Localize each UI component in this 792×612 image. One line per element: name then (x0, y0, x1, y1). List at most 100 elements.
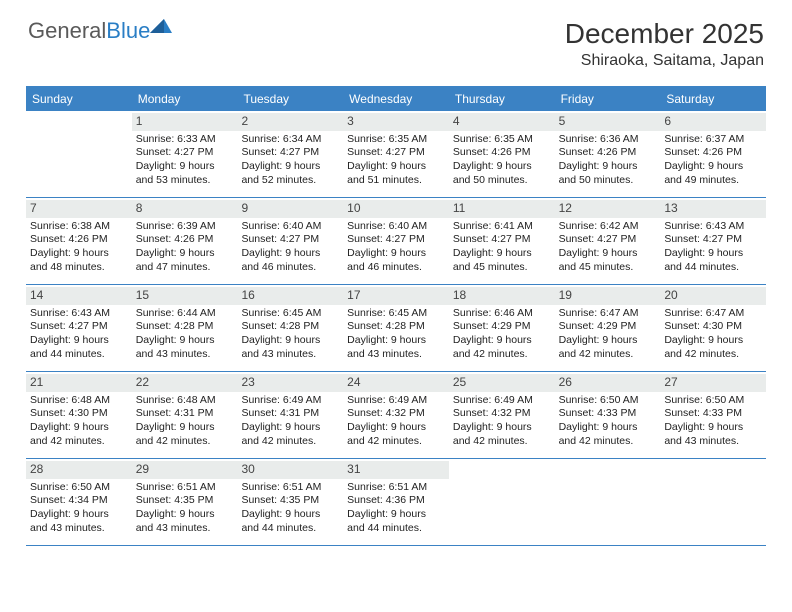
daylight-line: Daylight: 9 hours and 42 minutes. (347, 421, 445, 448)
sunset-line: Sunset: 4:27 PM (559, 233, 657, 247)
sunrise-line: Sunrise: 6:50 AM (559, 394, 657, 408)
daylight-line: Daylight: 9 hours and 53 minutes. (136, 160, 234, 187)
sunrise-line: Sunrise: 6:43 AM (664, 220, 762, 234)
day-cell: 1Sunrise: 6:33 AMSunset: 4:27 PMDaylight… (132, 111, 238, 197)
month-year: December 2025 (565, 18, 764, 50)
day-cell-empty (449, 459, 555, 545)
weeks-container: 1Sunrise: 6:33 AMSunset: 4:27 PMDaylight… (26, 111, 766, 546)
daylight-line: Daylight: 9 hours and 50 minutes. (559, 160, 657, 187)
logo-word-general: General (28, 18, 106, 43)
sunrise-line: Sunrise: 6:41 AM (453, 220, 551, 234)
sunrise-line: Sunrise: 6:51 AM (347, 481, 445, 495)
sunset-line: Sunset: 4:31 PM (136, 407, 234, 421)
day-number: 7 (26, 200, 132, 218)
sunset-line: Sunset: 4:27 PM (241, 146, 339, 160)
sunrise-line: Sunrise: 6:40 AM (241, 220, 339, 234)
sunrise-line: Sunrise: 6:46 AM (453, 307, 551, 321)
day-cell: 7Sunrise: 6:38 AMSunset: 4:26 PMDaylight… (26, 198, 132, 284)
day-number: 19 (555, 287, 661, 305)
day-cell: 16Sunrise: 6:45 AMSunset: 4:28 PMDayligh… (237, 285, 343, 371)
sunset-line: Sunset: 4:27 PM (30, 320, 128, 334)
day-number: 3 (343, 113, 449, 131)
sunset-line: Sunset: 4:35 PM (241, 494, 339, 508)
weekday-cell: Monday (132, 87, 238, 111)
day-number: 9 (237, 200, 343, 218)
day-cell: 6Sunrise: 6:37 AMSunset: 4:26 PMDaylight… (660, 111, 766, 197)
day-number: 22 (132, 374, 238, 392)
day-cell: 9Sunrise: 6:40 AMSunset: 4:27 PMDaylight… (237, 198, 343, 284)
location: Shiraoka, Saitama, Japan (565, 52, 764, 70)
day-number: 10 (343, 200, 449, 218)
sunrise-line: Sunrise: 6:34 AM (241, 133, 339, 147)
daylight-line: Daylight: 9 hours and 49 minutes. (664, 160, 762, 187)
sunset-line: Sunset: 4:28 PM (241, 320, 339, 334)
day-cell: 22Sunrise: 6:48 AMSunset: 4:31 PMDayligh… (132, 372, 238, 458)
day-cell-empty (660, 459, 766, 545)
sunset-line: Sunset: 4:30 PM (664, 320, 762, 334)
daylight-line: Daylight: 9 hours and 44 minutes. (30, 334, 128, 361)
daylight-line: Daylight: 9 hours and 43 minutes. (241, 334, 339, 361)
day-cell: 2 Sunrise: 6:34 AMSunset: 4:27 PMDaylight… (237, 111, 343, 197)
day-number: 29 (132, 461, 238, 479)
sunrise-line: Sunrise: 6:42 AM (559, 220, 657, 234)
sunrise-line: Sunrise: 6:36 AM (559, 133, 657, 147)
sunrise-line: Sunrise: 6:47 AM (664, 307, 762, 321)
sunset-line: Sunset: 4:27 PM (664, 233, 762, 247)
daylight-line: Daylight: 9 hours and 43 minutes. (347, 334, 445, 361)
sunrise-line: Sunrise: 6:44 AM (136, 307, 234, 321)
day-cell: 17Sunrise: 6:45 AMSunset: 4:28 PMDayligh… (343, 285, 449, 371)
day-cell: 13Sunrise: 6:43 AMSunset: 4:27 PMDayligh… (660, 198, 766, 284)
sunset-line: Sunset: 4:36 PM (347, 494, 445, 508)
day-number: 4 (449, 113, 555, 131)
logo-triangle-icon (150, 17, 174, 35)
day-number: 15 (132, 287, 238, 305)
weekday-cell: Sunday (26, 87, 132, 111)
daylight-line: Daylight: 9 hours and 43 minutes. (136, 334, 234, 361)
sunrise-line: Sunrise: 6:33 AM (136, 133, 234, 147)
daylight-line: Daylight: 9 hours and 42 minutes. (30, 421, 128, 448)
sunset-line: Sunset: 4:34 PM (30, 494, 128, 508)
daylight-line: Daylight: 9 hours and 52 minutes. (241, 160, 339, 187)
weekday-cell: Saturday (660, 87, 766, 111)
sunrise-line: Sunrise: 6:47 AM (559, 307, 657, 321)
day-number: 6 (660, 113, 766, 131)
sunrise-line: Sunrise: 6:51 AM (241, 481, 339, 495)
sunrise-line: Sunrise: 6:40 AM (347, 220, 445, 234)
daylight-line: Daylight: 9 hours and 42 minutes. (559, 334, 657, 361)
sunrise-line: Sunrise: 6:51 AM (136, 481, 234, 495)
weekday-header-row: SundayMondayTuesdayWednesdayThursdayFrid… (26, 87, 766, 111)
day-cell: 27Sunrise: 6:50 AMSunset: 4:33 PMDayligh… (660, 372, 766, 458)
sunset-line: Sunset: 4:30 PM (30, 407, 128, 421)
day-number: 17 (343, 287, 449, 305)
day-cell: 21Sunrise: 6:48 AMSunset: 4:30 PMDayligh… (26, 372, 132, 458)
daylight-line: Daylight: 9 hours and 42 minutes. (136, 421, 234, 448)
day-cell: 14Sunrise: 6:43 AMSunset: 4:27 PMDayligh… (26, 285, 132, 371)
daylight-line: Daylight: 9 hours and 47 minutes. (136, 247, 234, 274)
day-cell-empty (26, 111, 132, 197)
page-header: GeneralBlue December 2025 Shiraoka, Sait… (0, 0, 792, 76)
day-number: 24 (343, 374, 449, 392)
sunset-line: Sunset: 4:26 PM (30, 233, 128, 247)
day-cell: 30Sunrise: 6:51 AMSunset: 4:35 PMDayligh… (237, 459, 343, 545)
sunrise-line: Sunrise: 6:37 AM (664, 133, 762, 147)
day-number: 2 (237, 113, 343, 131)
sunrise-line: Sunrise: 6:49 AM (453, 394, 551, 408)
daylight-line: Daylight: 9 hours and 42 minutes. (664, 334, 762, 361)
sunrise-line: Sunrise: 6:50 AM (30, 481, 128, 495)
day-number: 8 (132, 200, 238, 218)
day-number: 28 (26, 461, 132, 479)
day-number: 25 (449, 374, 555, 392)
day-cell: 31Sunrise: 6:51 AMSunset: 4:36 PMDayligh… (343, 459, 449, 545)
sunset-line: Sunset: 4:31 PM (241, 407, 339, 421)
sunrise-line: Sunrise: 6:45 AM (347, 307, 445, 321)
sunset-line: Sunset: 4:27 PM (241, 233, 339, 247)
day-number: 31 (343, 461, 449, 479)
weekday-cell: Tuesday (237, 87, 343, 111)
day-cell: 24Sunrise: 6:49 AMSunset: 4:32 PMDayligh… (343, 372, 449, 458)
sunset-line: Sunset: 4:28 PM (136, 320, 234, 334)
week-row: 1Sunrise: 6:33 AMSunset: 4:27 PMDaylight… (26, 111, 766, 198)
sunrise-line: Sunrise: 6:39 AM (136, 220, 234, 234)
day-cell: 29Sunrise: 6:51 AMSunset: 4:35 PMDayligh… (132, 459, 238, 545)
sunset-line: Sunset: 4:27 PM (453, 233, 551, 247)
day-cell: 11Sunrise: 6:41 AMSunset: 4:27 PMDayligh… (449, 198, 555, 284)
